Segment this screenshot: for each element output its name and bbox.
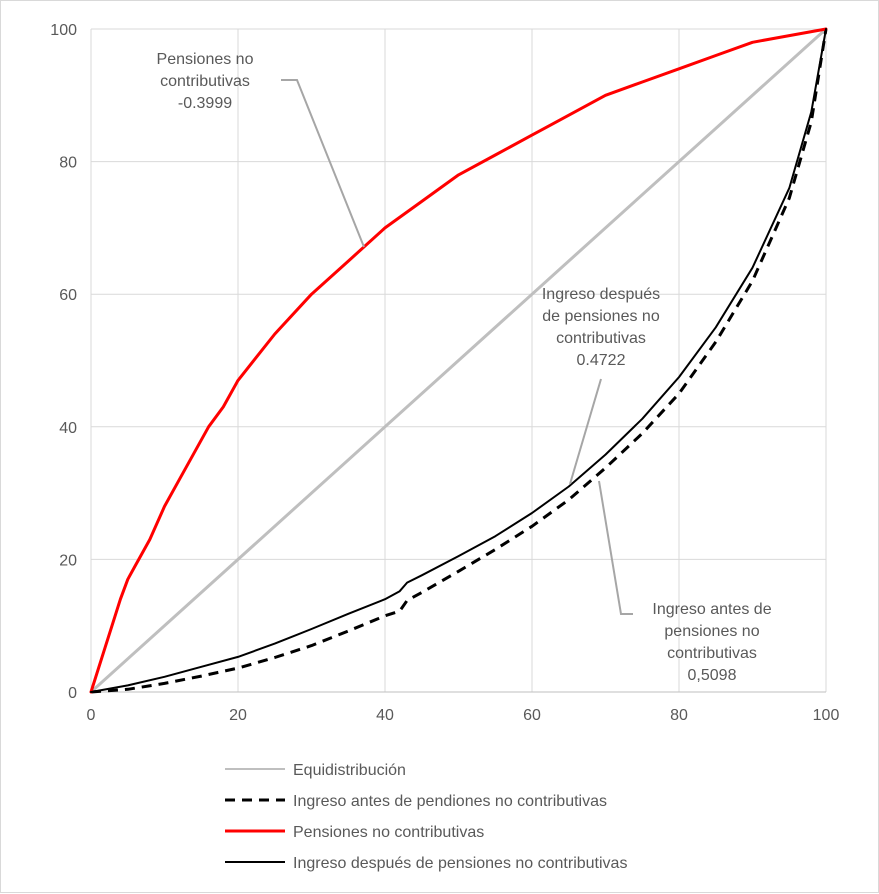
annotation-leader-line [569, 378, 602, 485]
annotation-text: -0.3999 [178, 95, 232, 112]
y-tick-label: 80 [59, 155, 77, 172]
annotation-text: 0.4722 [577, 352, 626, 369]
x-tick-label: 40 [376, 707, 394, 724]
legend-label-0: Equidistribución [293, 762, 406, 779]
y-tick-label: 20 [59, 552, 77, 569]
legend-label-3: Ingreso después de pensiones no contribu… [293, 855, 627, 872]
y-tick-label: 60 [59, 287, 77, 304]
annotation-text: Ingreso antes de [652, 601, 771, 618]
y-tick-label: 40 [59, 420, 77, 437]
series-line-1 [90, 28, 828, 694]
y-tick-label: 0 [68, 685, 77, 702]
series-line-0 [89, 27, 828, 694]
annotations: Pensiones no contributivas -0.3999 Ingreso … [157, 51, 772, 684]
tick-labels: 0 20 40 60 80 100 0 20 40 60 80 100 [50, 22, 839, 724]
series-line-3 [90, 28, 827, 693]
annotation-text: contributivas [667, 645, 757, 662]
x-tick-label: 80 [670, 707, 688, 724]
annotation-leader-line [281, 79, 365, 248]
x-tick-label: 20 [229, 707, 247, 724]
series-lines [89, 27, 828, 694]
annotation-text: contributivas [556, 330, 646, 347]
annotation-text: contributivas [160, 73, 250, 90]
y-tick-label: 100 [50, 22, 77, 39]
legend: Equidistribución Ingreso antes de pendion… [225, 762, 627, 872]
legend-label-2: Pensiones no contributivas [293, 824, 484, 841]
x-tick-label: 100 [813, 707, 840, 724]
annotation-text: pensiones no [664, 623, 759, 640]
x-tick-label: 60 [523, 707, 541, 724]
annotation-leader-line [598, 480, 633, 615]
x-tick-label: 0 [87, 707, 96, 724]
grid [90, 28, 827, 693]
annotation-text: Ingreso después [542, 286, 660, 303]
annotation-text: de pensiones no [542, 308, 660, 325]
series-line-2 [89, 27, 828, 694]
annotation-text: 0,5098 [688, 667, 737, 684]
annotation-text: Pensiones no [157, 51, 254, 68]
legend-label-1: Ingreso antes de pendiones no contributi… [293, 793, 607, 810]
